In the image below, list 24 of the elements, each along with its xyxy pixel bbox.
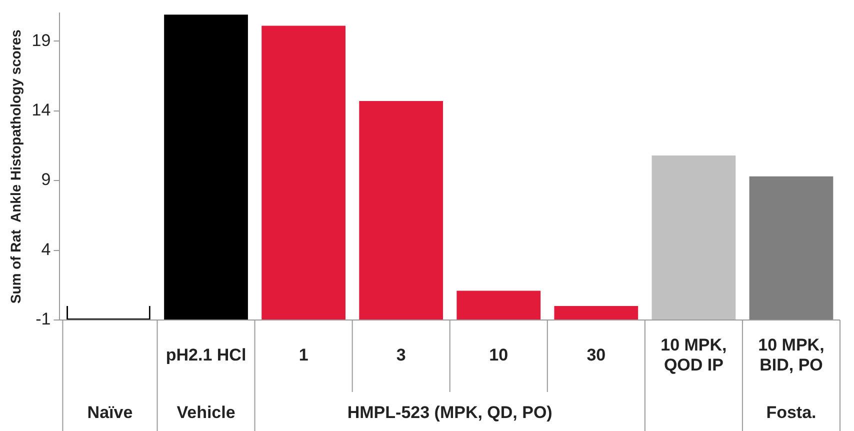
- text: HMPL-523 (MPK, QD, PO): [347, 403, 552, 422]
- bar: [359, 101, 444, 320]
- x-tick-label: 1: [298, 346, 308, 365]
- bar: [652, 155, 736, 320]
- x-tick-label: 3: [396, 346, 406, 365]
- text: Naïve: [87, 403, 133, 422]
- text: Vehicle: [176, 403, 236, 422]
- bar: [554, 306, 638, 320]
- x-tick-label: 30: [586, 346, 606, 365]
- bar: [262, 26, 346, 320]
- y-axis-title: Sum of Rat Ankle Histopathology scores: [7, 29, 24, 304]
- bar: [456, 290, 541, 320]
- bar: [164, 14, 248, 320]
- y-tick-label: 19: [32, 30, 51, 50]
- y-tick-label: 14: [32, 100, 51, 120]
- bar: [749, 176, 834, 320]
- x-tick-label: 10: [489, 346, 508, 365]
- x-tick-label: pH2.1 HCl: [166, 346, 246, 365]
- y-tick-label: 9: [41, 170, 51, 190]
- y-tick-label: -1: [36, 310, 51, 329]
- y-tick-label: 4: [41, 240, 51, 259]
- x-tick-label: 10 MPK, BID, PO: [758, 336, 824, 375]
- text: Fosta.: [766, 403, 816, 422]
- x-tick-label: 10 MPK, QOD IP: [660, 336, 727, 375]
